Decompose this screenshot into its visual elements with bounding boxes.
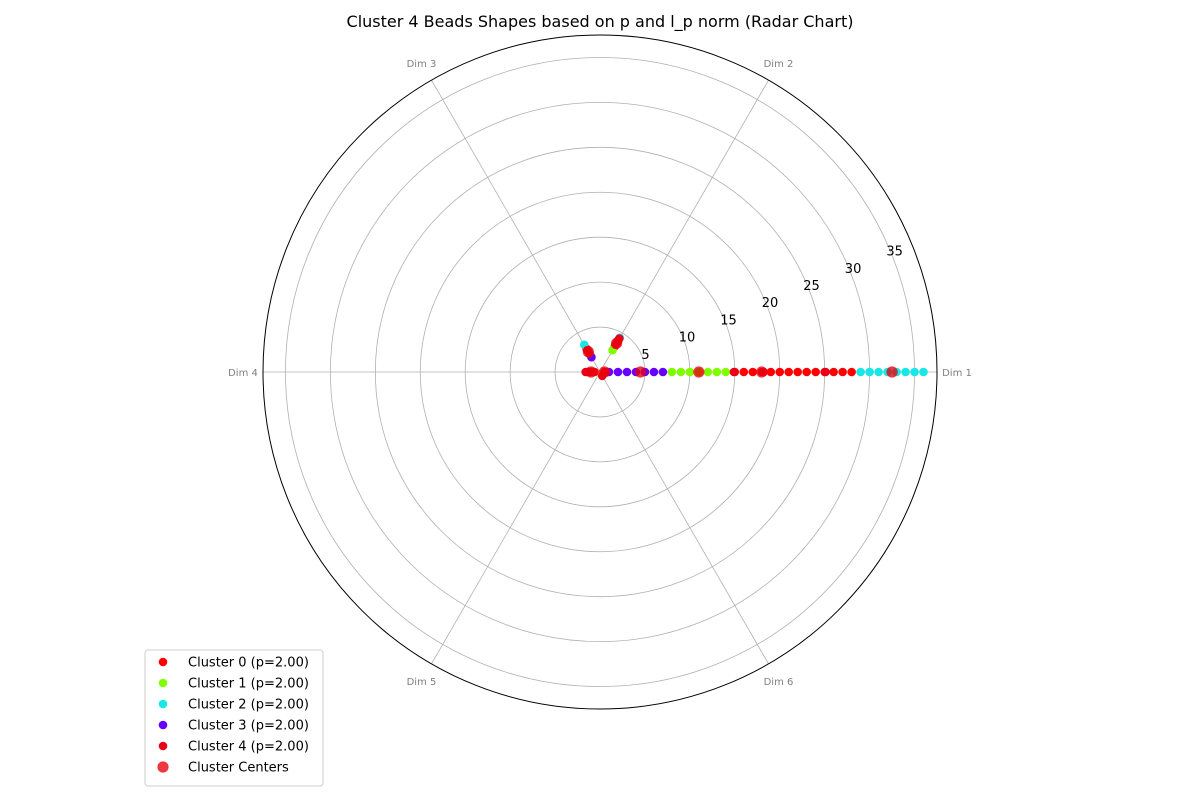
axis-spoke-5 [431,371,601,665]
point-cluster-0-2 [748,367,758,377]
legend: Cluster 0 (p=2.00) Cluster 1 (p=2.00) Clus… [144,649,324,787]
axis-label-dim-3: Dim 3 [407,59,437,70]
point-cluster-0-6 [784,367,794,377]
point-cluster-3-6 [658,367,668,377]
axis-label-dim-5: Dim 5 [407,677,437,688]
cluster-center-7 [585,366,597,378]
cluster-center-3 [634,366,647,378]
legend-label-3: Cluster 3 (p=2.00) [188,719,309,734]
cluster-center-5 [611,337,623,349]
axis-label-dim-4: Dim 4 [228,368,258,379]
radial-tick-35: 35 [886,245,903,260]
point-cluster-2-6 [910,367,919,377]
legend-box [144,649,324,787]
point-cluster-2-1 [865,367,874,377]
point-cluster-3-2 [622,367,632,377]
legend-marker-5 [157,761,169,773]
point-cluster-4-3 [821,367,830,377]
point-cluster-1-0 [667,367,677,377]
point-cluster-2-2 [874,367,883,377]
data-points [579,333,928,381]
radial-tick-5: 5 [641,348,649,363]
point-cluster-2-0 [856,367,865,377]
point-cluster-0-12 [838,367,847,377]
point-cluster-0-9 [811,367,820,377]
point-cluster-4-1 [729,367,739,377]
point-cluster-2-5 [901,367,910,377]
point-cluster-3-5 [649,367,659,377]
radial-tick-labels: 5 10 15 20 25 30 35 [641,245,902,363]
legend-marker-0 [158,657,168,667]
axis-label-dim-1: Dim 1 [942,368,972,379]
axis-labels: Dim 1 Dim 2 Dim 3 Dim 4 Dim 5 Dim 6 [228,59,972,688]
axis-spoke-2 [599,79,769,373]
legend-marker-1 [158,678,168,688]
point-cluster-1-1 [676,367,686,377]
legend-label-0: Cluster 0 (p=2.00) [188,656,309,671]
radial-tick-25: 25 [803,279,820,294]
point-cluster-0-13 [847,367,856,377]
legend-label-4: Cluster 4 (p=2.00) [188,740,309,755]
cluster-center-4 [598,366,611,378]
chart-title: Cluster 4 Beads Shapes based on p and l_… [347,12,854,32]
point-cluster-0-1 [739,367,749,377]
legend-marker-4 [158,741,168,751]
cluster-center-0 [886,366,898,378]
point-cluster-1-2 [685,367,695,377]
axis-label-dim-6: Dim 6 [764,677,794,688]
point-cluster-0-8 [802,367,811,377]
cluster-center-6 [582,346,594,358]
point-cluster-2-7 [919,367,928,377]
legend-marker-2 [158,699,168,709]
legend-marker-3 [158,720,168,730]
cluster-center-1 [756,366,768,378]
polar-frame [262,34,938,710]
point-cluster-0-11 [829,367,838,377]
radial-tick-15: 15 [720,313,737,328]
radial-tick-30: 30 [845,262,862,277]
legend-label-2: Cluster 2 (p=2.00) [188,698,309,713]
point-cluster-3-1 [613,367,623,377]
point-cluster-0-7 [793,367,803,377]
axis-label-dim-2: Dim 2 [764,59,794,70]
cluster-center-2 [693,366,705,378]
legend-label-5: Cluster Centers [188,761,289,776]
axis-spoke-6 [599,371,769,665]
radial-tick-10: 10 [679,331,696,346]
axis-spoke-3 [431,79,601,373]
point-cluster-1-6 [721,367,731,377]
point-cluster-0-4 [766,367,776,377]
point-cluster-1-5 [712,367,722,377]
point-cluster-1-4 [703,367,713,377]
point-cluster-0-5 [775,367,785,377]
legend-label-1: Cluster 1 (p=2.00) [188,677,309,692]
radial-tick-20: 20 [762,296,779,311]
